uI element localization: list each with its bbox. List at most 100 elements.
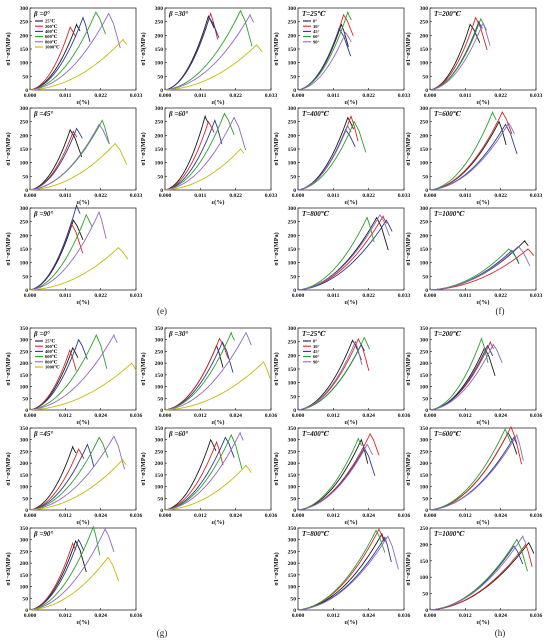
x-tick-label: 0.022 bbox=[494, 93, 507, 99]
x-tick-label: 0.024 bbox=[362, 413, 375, 419]
x-tick-label: 0.000 bbox=[424, 513, 437, 519]
x-axis-label: ε(%) bbox=[477, 99, 490, 106]
y-tick-label: 300 bbox=[420, 106, 429, 112]
series-line-e2-3 bbox=[164, 9, 253, 91]
series-line-g8-2 bbox=[429, 436, 518, 511]
series-line-e10-3 bbox=[297, 216, 375, 291]
y-tick-label: 0 bbox=[25, 508, 28, 514]
chart-panel-e3: 0 50 100 150 200 250 300 0.000 0.011 0.022 0.033 ε(… bbox=[273, 6, 410, 106]
series-line-e11-4 bbox=[429, 245, 531, 291]
y-axis-label: σ1−σ3(MPa) bbox=[5, 352, 12, 385]
x-tick-label: 0.022 bbox=[229, 93, 242, 99]
series-line-g9-0 bbox=[29, 539, 87, 611]
y-tick-label: 150 bbox=[288, 47, 297, 53]
x-tick-label: 0.024 bbox=[362, 513, 375, 519]
series-line-g9-3 bbox=[29, 525, 101, 611]
y-tick-label: 200 bbox=[155, 33, 164, 39]
y-tick-label: 150 bbox=[288, 367, 297, 373]
y-tick-label: 0 bbox=[293, 608, 296, 614]
y-tick-label: 200 bbox=[420, 233, 429, 239]
y-tick-label: 50 bbox=[422, 396, 428, 402]
series-line-g8-1 bbox=[429, 425, 523, 511]
x-tick-label: 0.012 bbox=[459, 513, 472, 519]
y-tick-label: 100 bbox=[420, 61, 429, 67]
series-line-e5-2 bbox=[29, 127, 83, 191]
x-tick-label: 0.024 bbox=[94, 513, 107, 519]
series-line-g6-0 bbox=[164, 438, 217, 511]
y-tick-label: 0 bbox=[25, 88, 28, 94]
y-tick-label: 0 bbox=[293, 288, 296, 294]
chart-panel-g5: 0 50 100 150 200 250 300 350 0.000 0.012 0.024 0.03… bbox=[5, 426, 142, 526]
x-tick-label: 0.036 bbox=[398, 613, 411, 619]
panel-title: T=800℃ bbox=[302, 210, 330, 218]
y-tick-label: 300 bbox=[155, 338, 164, 344]
series-line-g8-0 bbox=[429, 431, 518, 511]
panel-title: β =60° bbox=[168, 110, 188, 118]
y-tick-label: 250 bbox=[420, 449, 429, 455]
y-tick-label: 300 bbox=[20, 6, 29, 12]
y-tick-label: 100 bbox=[288, 585, 297, 591]
series-line-g9-2 bbox=[29, 538, 85, 611]
series-line-g5-4 bbox=[29, 435, 125, 511]
y-tick-label: 150 bbox=[288, 573, 297, 579]
y-tick-label: 200 bbox=[288, 461, 297, 467]
y-tick-label: 150 bbox=[20, 373, 29, 379]
y-tick-label: 200 bbox=[20, 233, 29, 239]
y-tick-label: 200 bbox=[420, 133, 429, 139]
chart-panel-g10: 0 50 100 150 200 250 300 350 0.000 0.012 0.024 0.03… bbox=[273, 526, 410, 626]
y-tick-label: 100 bbox=[288, 485, 297, 491]
panel-title: T=600℃ bbox=[434, 110, 462, 118]
y-tick-label: 50 bbox=[290, 596, 296, 602]
chart-panel-e6: 0 50 100 150 200 250 300 0.000 0.011 0.022 0.033 ε(… bbox=[140, 106, 277, 206]
x-tick-label: 0.022 bbox=[494, 293, 507, 299]
x-tick-label: 0.012 bbox=[59, 513, 72, 519]
y-tick-label: 350 bbox=[420, 326, 429, 332]
x-tick-label: 0.024 bbox=[229, 413, 242, 419]
series-line-e3-2 bbox=[297, 27, 352, 91]
x-tick-label: 0.011 bbox=[194, 93, 206, 99]
y-axis-label: σ1−σ3(MPa) bbox=[5, 452, 12, 485]
x-axis-label: ε(%) bbox=[477, 199, 490, 206]
y-tick-label: 0 bbox=[293, 408, 296, 414]
series-line-e8-2 bbox=[429, 123, 518, 191]
plot-frame bbox=[297, 527, 405, 611]
x-tick-label: 0.033 bbox=[530, 93, 543, 99]
y-tick-label: 150 bbox=[288, 247, 297, 253]
y-tick-label: 0 bbox=[425, 408, 428, 414]
series-line-e1-1 bbox=[29, 26, 77, 91]
y-tick-label: 150 bbox=[420, 47, 429, 53]
x-tick-label: 0.011 bbox=[327, 293, 339, 299]
chart-panel-g3: 0 50 100 150 200 250 300 0.000 0.012 0.024 0.036 ε(… bbox=[273, 326, 410, 426]
series-line-g11-3 bbox=[429, 538, 528, 611]
y-tick-label: 200 bbox=[420, 461, 429, 467]
series-line-g1-4 bbox=[29, 333, 118, 411]
plot-frame bbox=[164, 327, 272, 411]
series-line-e3-4 bbox=[297, 31, 352, 91]
x-tick-label: 0.036 bbox=[530, 513, 543, 519]
series-line-e10-0 bbox=[297, 216, 389, 291]
panel-title: T=400℃ bbox=[302, 110, 330, 118]
x-tick-label: 0.011 bbox=[59, 93, 71, 99]
series-line-g2-0 bbox=[164, 344, 224, 411]
y-axis-label: σ1−σ3(MPa) bbox=[405, 552, 412, 585]
x-tick-label: 0.024 bbox=[494, 613, 507, 619]
legend-label: 200℃ bbox=[45, 344, 58, 349]
series-line-e3-0 bbox=[297, 23, 349, 91]
x-tick-label: 0.036 bbox=[530, 613, 543, 619]
series-line-e4-0 bbox=[429, 23, 481, 91]
series-line-e6-2 bbox=[164, 118, 223, 191]
y-tick-label: 250 bbox=[288, 549, 297, 555]
x-axis-label: ε(%) bbox=[477, 519, 490, 526]
plot-frame bbox=[29, 327, 137, 411]
chart-panel-e1: 0 50 100 150 200 250 300 0.000 0.011 0.022 0.033 ε(… bbox=[5, 6, 142, 106]
series-line-e6-4 bbox=[164, 116, 247, 191]
y-tick-label: 100 bbox=[288, 61, 297, 67]
chart-panel-e7: 0 50 100 150 200 250 300 0.000 0.011 0.022 0.033 ε(… bbox=[273, 106, 410, 206]
plot-frame bbox=[429, 7, 537, 91]
y-tick-label: 350 bbox=[155, 326, 164, 332]
x-tick-label: 0.000 bbox=[292, 613, 305, 619]
y-tick-label: 150 bbox=[20, 473, 29, 479]
series-line-e8-0 bbox=[429, 120, 507, 191]
y-tick-label: 0 bbox=[425, 288, 428, 294]
